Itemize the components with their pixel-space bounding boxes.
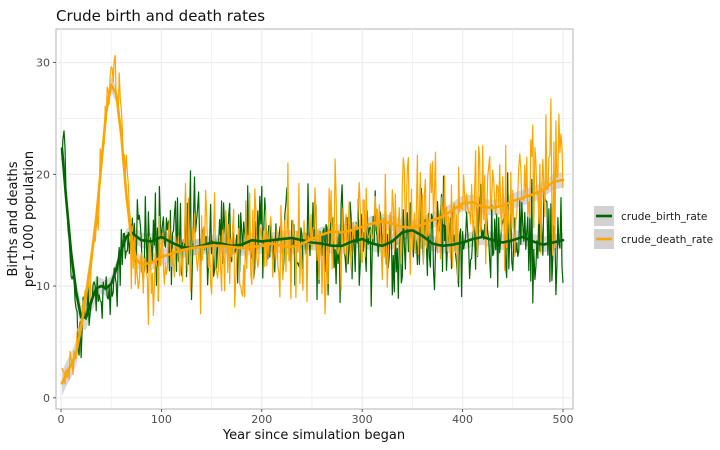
crude_birth_rate-smoothed-line <box>60 147 565 319</box>
x-axis-ticks: 0 100 200 300 400 500 <box>58 409 573 426</box>
x-tick-label: 300 <box>352 413 373 426</box>
x-axis-title: Year since simulation began <box>222 428 405 443</box>
x-tick-label: 0 <box>58 413 65 426</box>
y-tick-label: 10 <box>36 280 50 293</box>
y-tick-label: 30 <box>36 57 50 70</box>
y-tick-label: 0 <box>43 392 50 405</box>
grid-lines <box>56 29 573 409</box>
x-tick-label: 500 <box>552 413 573 426</box>
y-axis-title-line-1: Births and deaths <box>6 161 21 276</box>
x-tick-label: 100 <box>151 413 172 426</box>
x-tick-label: 400 <box>452 413 473 426</box>
crude_death_rate-smoothed-line <box>60 83 565 385</box>
legend: crude_birth_rate crude_death_rate <box>594 206 713 249</box>
x-tick-label: 200 <box>251 413 272 426</box>
y-axis-title-line-2: per 1,000 population <box>22 151 37 287</box>
y-axis-ticks: 0 10 20 30 <box>36 57 56 405</box>
crude_birth_rate-raw-line <box>61 130 564 359</box>
legend-label: crude_death_rate <box>621 234 713 246</box>
chart-title: Crude birth and death rates <box>56 7 265 25</box>
smoothed-series-lines <box>60 83 565 385</box>
y-tick-label: 20 <box>36 168 50 181</box>
legend-label: crude_birth_rate <box>621 211 707 223</box>
